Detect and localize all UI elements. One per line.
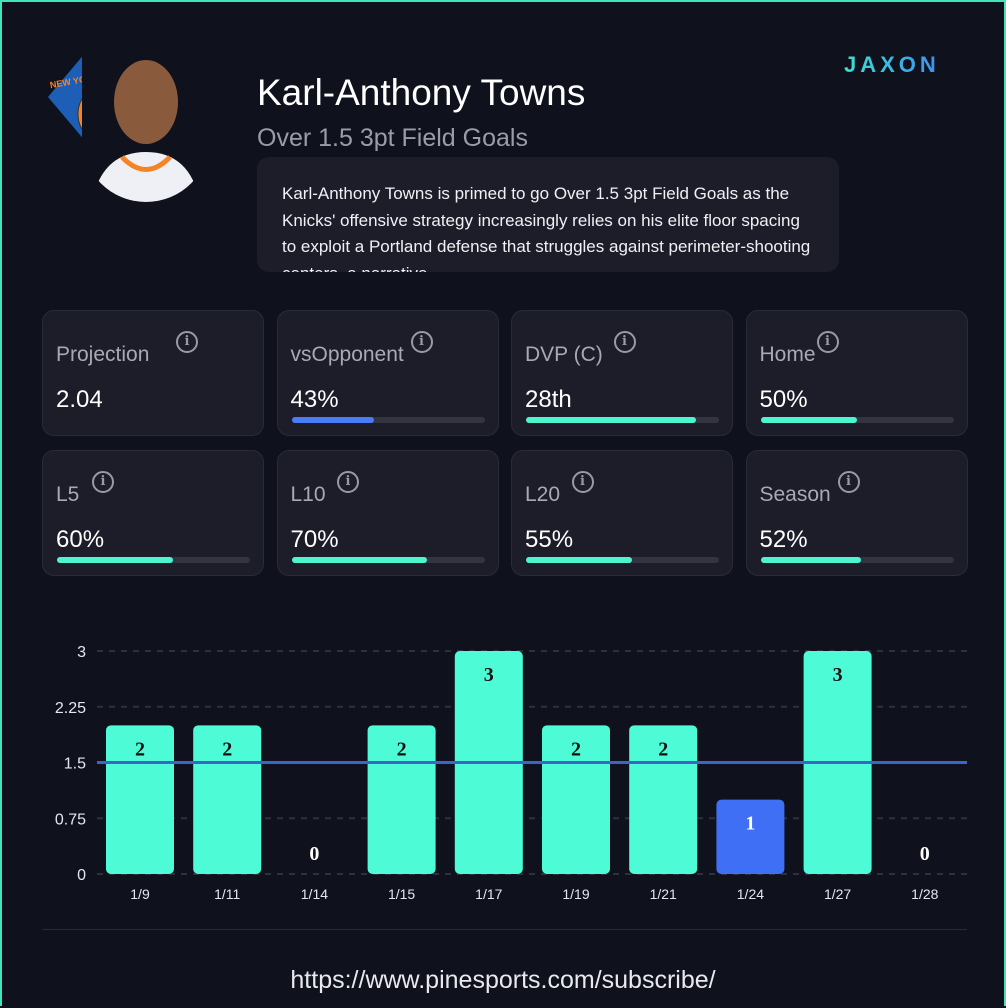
bar-value-label: 0 — [920, 843, 930, 865]
y-tick-label: 0.75 — [55, 811, 86, 828]
x-tick-label: 1/27 — [824, 886, 851, 902]
x-tick-label: 1/24 — [737, 886, 764, 902]
bar-value-label: 1 — [745, 813, 755, 835]
stat-label: L5 — [56, 483, 80, 506]
info-icon[interactable]: i — [816, 331, 839, 353]
y-tick-label: 1.5 — [64, 756, 86, 773]
x-tick-label: 1/17 — [475, 886, 502, 902]
bar-value-label: 2 — [222, 738, 232, 760]
stat-label: DVP (C) — [525, 343, 603, 366]
x-tick-label: 1/11 — [214, 886, 240, 902]
stat-value: 43% — [290, 386, 339, 413]
progress-bar — [526, 557, 719, 563]
info-icon[interactable]: i — [337, 471, 359, 493]
stat-label: vsOpponent — [290, 343, 404, 366]
stat-value: 70% — [290, 526, 339, 553]
bar-value-label: 2 — [135, 738, 145, 760]
stat-value: 60% — [56, 526, 105, 553]
bar-value-label: 3 — [484, 664, 494, 686]
stat-label: L10 — [290, 483, 326, 506]
stat-label: Home — [759, 343, 816, 366]
info-icon[interactable]: i — [410, 331, 433, 353]
stat-card-l20: L20 i 55% — [511, 450, 733, 576]
progress-bar — [291, 417, 485, 423]
stat-card-l10: L10 i 70% — [276, 450, 499, 576]
x-tick-label: 1/14 — [301, 886, 328, 902]
bar-value-label: 3 — [833, 664, 843, 686]
stat-card-projection: Projection i 2.04 — [42, 310, 264, 436]
progress-bar — [760, 417, 954, 423]
stat-card-vsopponent: vsOpponent i 43% — [276, 310, 499, 436]
x-tick-label: 1/9 — [130, 886, 150, 902]
stat-card-dvp-c-: DVP (C) i 28th — [511, 310, 733, 436]
x-tick-label: 1/15 — [388, 886, 415, 902]
stat-card-l5: L5 i 60% — [42, 450, 264, 576]
progress-bar — [760, 557, 954, 563]
progress-bar — [291, 557, 485, 563]
y-tick-label: 3 — [77, 644, 86, 661]
stat-label: Projection — [56, 343, 150, 366]
y-tick-label: 0 — [77, 867, 86, 884]
stat-label: L20 — [525, 483, 561, 506]
info-icon[interactable]: i — [92, 471, 114, 493]
x-tick-label: 1/21 — [650, 886, 677, 902]
bar[interactable] — [716, 799, 785, 874]
info-icon[interactable]: i — [176, 331, 198, 353]
divider — [42, 929, 967, 930]
player-photo — [82, 42, 210, 202]
x-tick-label: 1/19 — [562, 886, 589, 902]
x-tick-label: 1/28 — [911, 886, 938, 902]
info-icon[interactable]: i — [837, 471, 860, 493]
bar-value-label: 0 — [309, 843, 319, 865]
bar-value-label: 2 — [397, 738, 407, 760]
stat-value: 2.04 — [56, 386, 103, 413]
progress-bar — [526, 417, 719, 423]
stat-label: Season — [759, 483, 831, 506]
prop-description[interactable]: Karl-Anthony Towns is primed to go Over … — [257, 157, 839, 272]
stat-value: 50% — [759, 386, 808, 413]
stat-value: 55% — [525, 526, 574, 553]
info-icon[interactable]: i — [571, 471, 594, 493]
prop-title: Over 1.5 3pt Field Goals — [257, 124, 528, 152]
stat-value: 28th — [525, 386, 572, 413]
stat-value: 52% — [759, 526, 808, 553]
progress-bar — [57, 557, 250, 563]
bar-value-label: 2 — [571, 738, 581, 760]
bar-value-label: 2 — [658, 738, 668, 760]
stat-card-home: Home i 50% — [745, 310, 968, 436]
player-name: Karl-Anthony Towns — [257, 72, 586, 113]
stat-card-season: Season i 52% — [745, 450, 968, 576]
y-tick-label: 2.25 — [55, 700, 86, 717]
subscribe-link[interactable]: https://www.pinesports.com/subscribe/ — [290, 966, 716, 994]
info-icon[interactable]: i — [613, 331, 636, 353]
brand-logo: JAXON — [844, 52, 940, 77]
